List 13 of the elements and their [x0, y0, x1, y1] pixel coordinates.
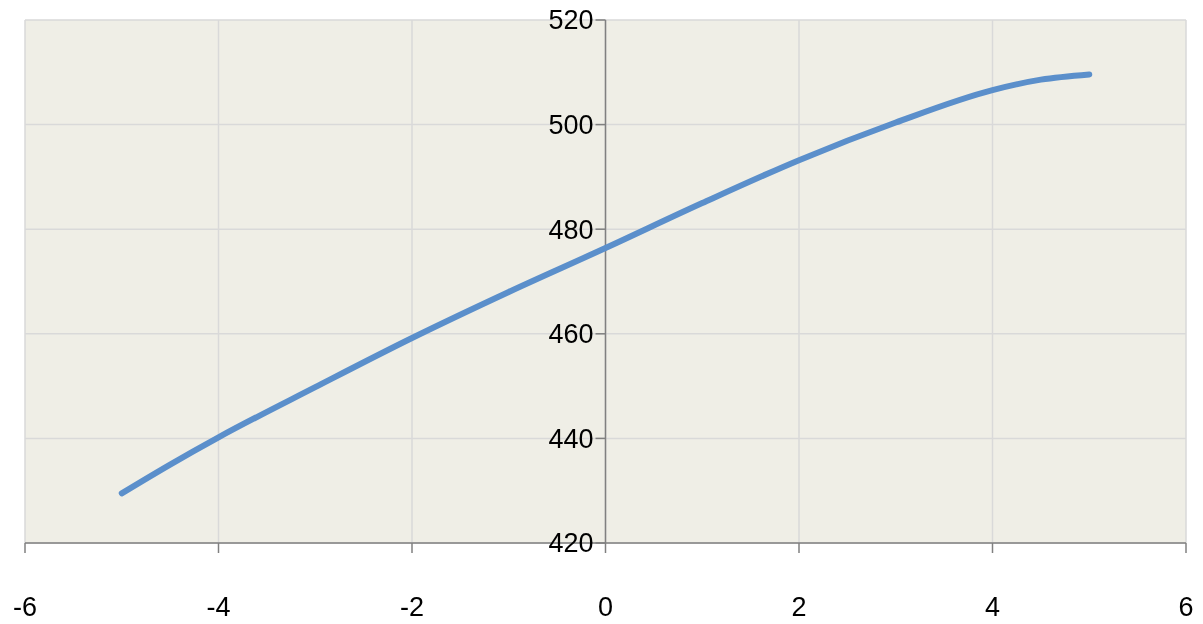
- x-tick-label: 4: [984, 592, 1001, 622]
- y-tick-label: 440: [548, 423, 594, 454]
- y-tick-label: 420: [548, 528, 594, 559]
- y-tick-label: 520: [548, 5, 594, 36]
- x-tick-label: -4: [206, 592, 231, 622]
- x-tick-label: -6: [12, 592, 38, 622]
- x-tick-label: 0: [597, 592, 614, 622]
- y-tick-label: 500: [548, 110, 594, 141]
- x-tick-label: 2: [791, 592, 807, 622]
- y-tick-label: 480: [548, 214, 594, 245]
- y-tick-label: 460: [548, 319, 594, 350]
- x-tick-label: 6: [1178, 592, 1194, 622]
- x-tick-label: -2: [399, 592, 425, 622]
